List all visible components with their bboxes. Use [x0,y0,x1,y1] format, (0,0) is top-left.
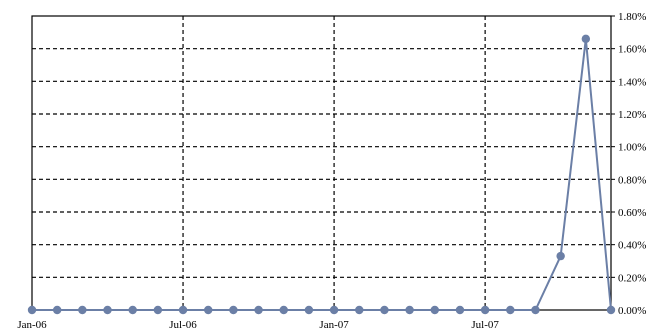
y-tick-label: 1.20% [618,109,646,121]
data-point [556,251,565,261]
data-point [178,305,188,315]
gridlines [32,16,611,310]
data-point [52,305,62,315]
data-point [329,305,339,315]
series-line [32,38,612,311]
y-axis-tick-labels: 0.00% 0.20% 0.40% 0.60% 0.80% 1.00% 1.20% 1.40%… [611,11,646,317]
data-point [254,305,263,315]
data-point [405,305,414,315]
data-point [606,305,616,315]
x-tick-label: Jan-06 [17,319,47,331]
data-point [78,305,87,315]
data-point [229,305,238,315]
data-point [304,305,314,315]
data-point [27,305,37,315]
data-point [279,305,288,315]
data-point [455,305,465,315]
y-tick-label: 1.40% [618,76,646,88]
data-point [531,305,540,315]
data-point [380,305,389,315]
y-tick-label: 0.80% [618,174,646,186]
plot-frame [31,15,612,311]
y-tick-label: 1.80% [618,11,646,23]
y-tick-label: 1.00% [618,142,646,154]
x-tick-label: Jul-06 [169,319,197,331]
data-point [355,305,364,315]
x-tick-label: Jul-07 [471,319,499,331]
data-point [430,305,439,315]
data-point [581,34,591,44]
data-point [204,305,213,315]
x-tick-label: Jan-07 [319,319,349,331]
data-point [480,305,490,315]
x-axis-tick-labels: Jan-06 Jul-06 Jan-07 Jul-07 [17,310,499,331]
y-tick-label: 0.20% [618,272,646,284]
series-group [27,34,616,315]
data-point [128,305,137,315]
data-point [506,305,515,315]
data-point [103,305,112,315]
y-tick-label: 0.60% [618,207,646,219]
y-tick-label: 0.40% [618,240,646,252]
y-tick-label: 1.60% [618,44,646,56]
y-tick-label: 0.00% [618,305,646,317]
data-point [153,305,163,315]
